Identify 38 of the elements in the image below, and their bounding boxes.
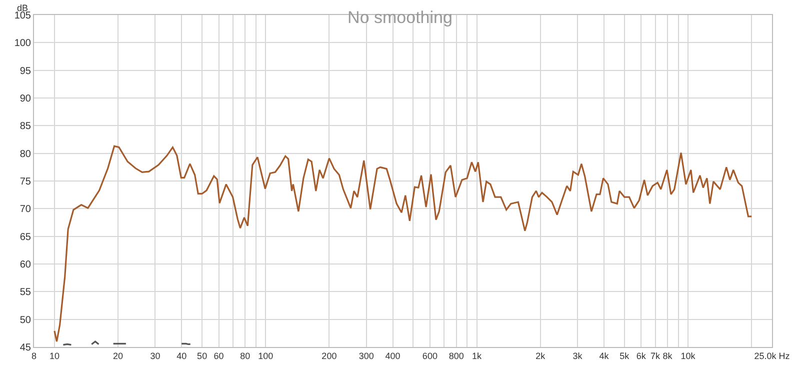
x-tick-label: 7k (650, 350, 661, 361)
y-tick-label: 85 (20, 121, 32, 132)
x-tick-label: 8k (662, 350, 673, 361)
y-axis-title: dB (17, 3, 28, 13)
y-tick-label: 90 (20, 94, 32, 104)
x-tick-label: 1k (472, 350, 482, 361)
x-tick-label: 3k (572, 350, 583, 361)
x-tick-label: 20 (113, 350, 124, 361)
x-tick-label: 8 (31, 350, 37, 361)
y-tick-label: 60 (20, 260, 32, 270)
x-tick-label: 4k (599, 350, 610, 361)
x-tick-label: 2k (536, 350, 546, 361)
x-tick-label: 5k (620, 350, 630, 361)
y-tick-label: 65 (20, 232, 32, 243)
y-tick-label: 100 (14, 38, 32, 50)
y-tick-label: 45 (20, 342, 32, 354)
x-tick-label: 50 (197, 350, 208, 361)
y-tick-label: 95 (20, 66, 32, 77)
x-tick-label: 40 (176, 350, 187, 361)
x-tick-label: 10k (680, 350, 696, 361)
x-tick-label: 600 (422, 350, 438, 361)
y-tick-label: 50 (20, 314, 32, 326)
y-tick-label: 70 (20, 204, 32, 216)
y-tick-label: 80 (20, 148, 32, 160)
y-tick-label: 105 (14, 10, 32, 22)
y-tick-label: 55 (20, 287, 32, 298)
x-tick-label: 800 (448, 350, 464, 361)
x-tick-label: 6k (636, 350, 646, 361)
x-tick-label: 200 (322, 350, 337, 361)
x-tick-label: 10 (49, 350, 60, 361)
x-tick-label: 100 (258, 350, 274, 361)
x-tick-label: 60 (214, 350, 224, 361)
x-tick-label: 30 (150, 350, 160, 361)
x-tick-label: 80 (240, 350, 250, 361)
y-tick-label: 75 (20, 176, 32, 188)
x-tick-label: 300 (358, 350, 374, 361)
x-tick-label: 400 (385, 350, 400, 361)
x-tick-label: 25.0k Hz (754, 350, 790, 361)
